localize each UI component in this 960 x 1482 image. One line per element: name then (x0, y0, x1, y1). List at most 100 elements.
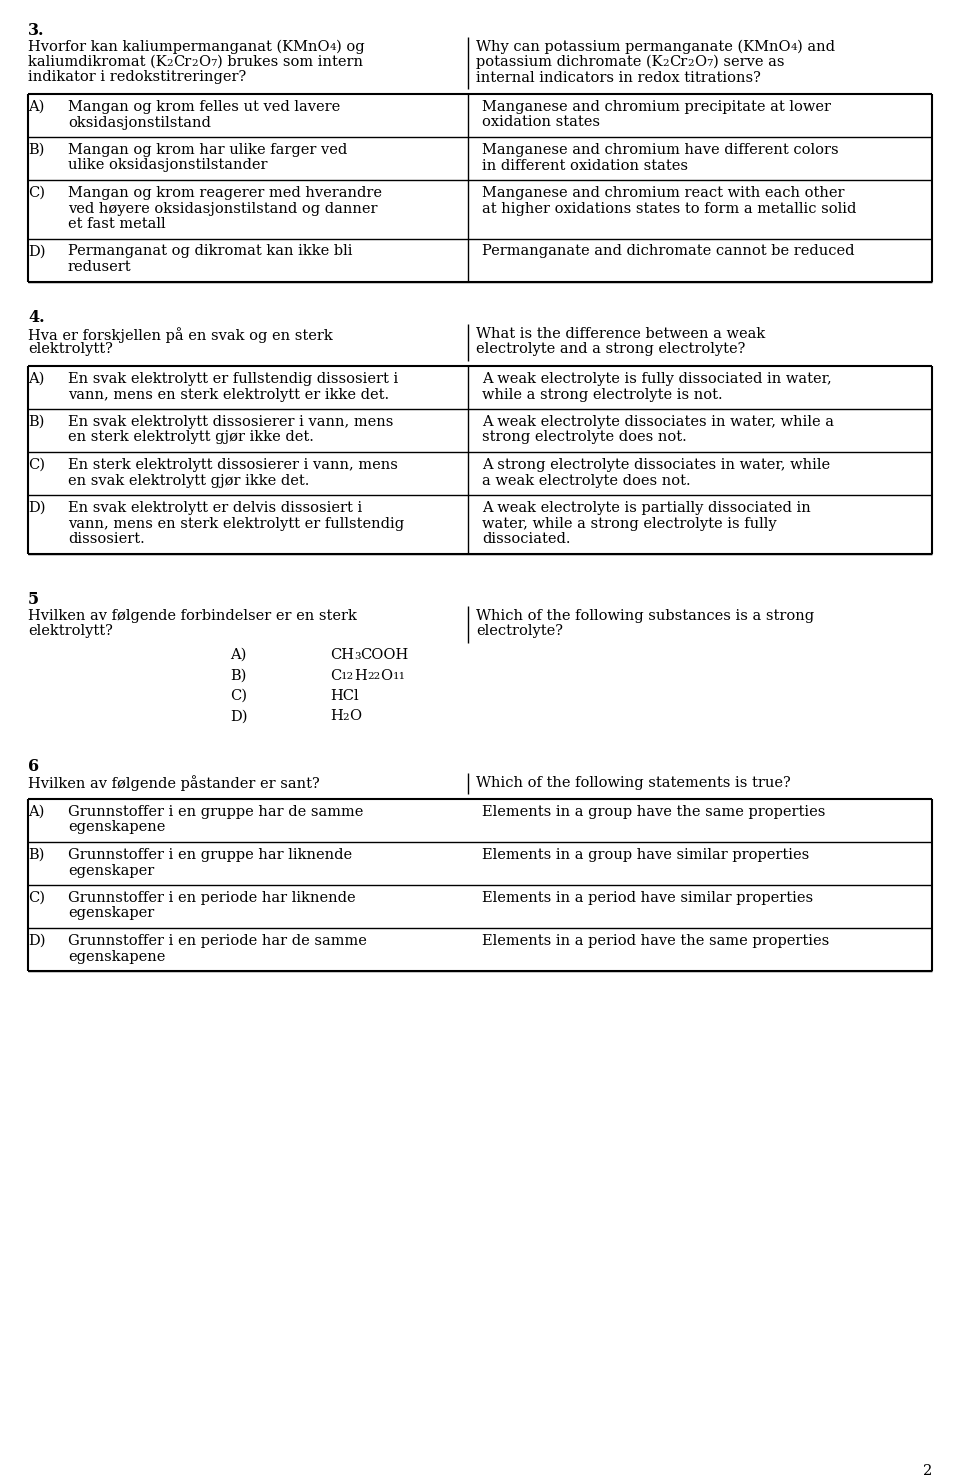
Text: Elements in a period have similar properties: Elements in a period have similar proper… (482, 891, 813, 906)
Text: 11: 11 (393, 673, 406, 682)
Text: Hvilken av følgende forbindelser er en sterk: Hvilken av følgende forbindelser er en s… (28, 609, 357, 622)
Text: while a strong electrolyte is not.: while a strong electrolyte is not. (482, 387, 723, 402)
Text: B): B) (28, 142, 44, 157)
Text: ved høyere oksidasjonstilstand og danner: ved høyere oksidasjonstilstand og danner (68, 202, 377, 215)
Text: at higher oxidations states to form a metallic solid: at higher oxidations states to form a me… (482, 202, 856, 215)
Text: ) serve as: ) serve as (712, 55, 784, 70)
Text: 7: 7 (210, 59, 217, 68)
Text: 4: 4 (791, 43, 797, 52)
Text: 5: 5 (28, 591, 39, 609)
Text: D): D) (28, 934, 45, 948)
Text: egenskaper: egenskaper (68, 907, 155, 920)
Text: B): B) (230, 668, 247, 683)
Text: D): D) (28, 245, 45, 258)
Text: Elements in a group have the same properties: Elements in a group have the same proper… (482, 805, 826, 820)
Text: egenskapene: egenskapene (68, 821, 165, 834)
Text: Grunnstoffer i en periode har liknende: Grunnstoffer i en periode har liknende (68, 891, 355, 906)
Text: 2: 2 (192, 59, 199, 68)
Text: C): C) (230, 689, 247, 702)
Text: A): A) (230, 648, 247, 662)
Text: A weak electrolyte dissociates in water, while a: A weak electrolyte dissociates in water,… (482, 415, 834, 428)
Text: Grunnstoffer i en gruppe har de samme: Grunnstoffer i en gruppe har de samme (68, 805, 364, 820)
Text: B): B) (28, 415, 44, 428)
Text: En svak elektrolytt dissosierer i vann, mens: En svak elektrolytt dissosierer i vann, … (68, 415, 394, 428)
Text: 12: 12 (341, 673, 354, 682)
Text: Grunnstoffer i en periode har de samme: Grunnstoffer i en periode har de samme (68, 934, 367, 948)
Text: Grunnstoffer i en gruppe har liknende: Grunnstoffer i en gruppe har liknende (68, 848, 352, 863)
Text: kaliumdikromat (K: kaliumdikromat (K (28, 55, 167, 70)
Text: A): A) (28, 99, 44, 114)
Text: Which of the following statements is true?: Which of the following statements is tru… (476, 775, 791, 790)
Text: 2: 2 (662, 59, 669, 68)
Text: electrolyte?: electrolyte? (476, 624, 563, 639)
Text: ulike oksidasjonstilstander: ulike oksidasjonstilstander (68, 159, 268, 172)
Text: Manganese and chromium react with each other: Manganese and chromium react with each o… (482, 187, 845, 200)
Text: B): B) (28, 848, 44, 863)
Text: En svak elektrolytt er delvis dissosiert i: En svak elektrolytt er delvis dissosiert… (68, 501, 362, 516)
Text: 22: 22 (368, 673, 380, 682)
Text: indikator i redokstitreringer?: indikator i redokstitreringer? (28, 71, 247, 84)
Text: a weak electrolyte does not.: a weak electrolyte does not. (482, 474, 690, 488)
Text: 2: 2 (923, 1464, 932, 1478)
Text: D): D) (230, 710, 248, 723)
Text: electrolyte and a strong electrolyte?: electrolyte and a strong electrolyte? (476, 342, 745, 357)
Text: Permanganat og dikromat kan ikke bli: Permanganat og dikromat kan ikke bli (68, 245, 352, 258)
Text: oksidasjonstilstand: oksidasjonstilstand (68, 116, 211, 129)
Text: Hva er forskjellen på en svak og en sterk: Hva er forskjellen på en svak og en ster… (28, 328, 333, 342)
Text: dissociated.: dissociated. (482, 532, 570, 545)
Text: HCl: HCl (330, 689, 359, 702)
Text: CH: CH (330, 648, 354, 662)
Text: A): A) (28, 372, 44, 385)
Text: redusert: redusert (68, 259, 132, 274)
Text: O: O (380, 668, 393, 683)
Text: D): D) (28, 501, 45, 516)
Text: vann, mens en sterk elektrolytt er ikke det.: vann, mens en sterk elektrolytt er ikke … (68, 387, 389, 402)
Text: elektrolytt?: elektrolytt? (28, 342, 113, 357)
Text: en sterk elektrolytt gjør ikke det.: en sterk elektrolytt gjør ikke det. (68, 430, 314, 445)
Text: 3.: 3. (28, 22, 44, 39)
Text: 2: 2 (343, 713, 349, 722)
Text: Mangan og krom felles ut ved lavere: Mangan og krom felles ut ved lavere (68, 99, 340, 114)
Text: 4.: 4. (28, 310, 44, 326)
Text: Hvilken av følgende påstander er sant?: Hvilken av følgende påstander er sant? (28, 775, 320, 791)
Text: egenskapene: egenskapene (68, 950, 165, 963)
Text: Permanganate and dichromate cannot be reduced: Permanganate and dichromate cannot be re… (482, 245, 854, 258)
Text: C): C) (28, 458, 45, 471)
Text: et fast metall: et fast metall (68, 216, 166, 231)
Text: en svak elektrolytt gjør ikke det.: en svak elektrolytt gjør ikke det. (68, 474, 309, 488)
Text: Cr: Cr (669, 55, 687, 70)
Text: potassium dichromate (K: potassium dichromate (K (476, 55, 662, 70)
Text: Manganese and chromium precipitate at lower: Manganese and chromium precipitate at lo… (482, 99, 831, 114)
Text: 7: 7 (707, 59, 712, 68)
Text: A strong electrolyte dissociates in water, while: A strong electrolyte dissociates in wate… (482, 458, 830, 471)
Text: What is the difference between a weak: What is the difference between a weak (476, 328, 765, 341)
Text: 3: 3 (354, 652, 361, 661)
Text: C): C) (28, 891, 45, 906)
Text: A): A) (28, 805, 44, 820)
Text: ) and: ) and (797, 40, 835, 53)
Text: oxidation states: oxidation states (482, 116, 600, 129)
Text: egenskaper: egenskaper (68, 864, 155, 877)
Text: C: C (330, 668, 341, 683)
Text: ) brukes som intern: ) brukes som intern (217, 55, 363, 70)
Text: vann, mens en sterk elektrolytt er fullstendig: vann, mens en sterk elektrolytt er fulls… (68, 517, 404, 531)
Text: internal indicators in redox titrations?: internal indicators in redox titrations? (476, 71, 761, 84)
Text: C): C) (28, 187, 45, 200)
Text: O: O (694, 55, 707, 70)
Text: O: O (349, 710, 362, 723)
Text: 2: 2 (167, 59, 174, 68)
Text: dissosiert.: dissosiert. (68, 532, 145, 545)
Text: Why can potassium permanganate (KMnO: Why can potassium permanganate (KMnO (476, 40, 791, 53)
Text: COOH: COOH (361, 648, 409, 662)
Text: 2: 2 (687, 59, 694, 68)
Text: Cr: Cr (174, 55, 192, 70)
Text: Which of the following substances is a strong: Which of the following substances is a s… (476, 609, 814, 622)
Text: Hvorfor kan kaliumpermanganat (KMnO: Hvorfor kan kaliumpermanganat (KMnO (28, 40, 329, 53)
Text: Mangan og krom reagerer med hverandre: Mangan og krom reagerer med hverandre (68, 187, 382, 200)
Text: Manganese and chromium have different colors: Manganese and chromium have different co… (482, 142, 839, 157)
Text: H: H (330, 710, 343, 723)
Text: 4: 4 (329, 43, 336, 52)
Text: En sterk elektrolytt dissosierer i vann, mens: En sterk elektrolytt dissosierer i vann,… (68, 458, 397, 471)
Text: En svak elektrolytt er fullstendig dissosiert i: En svak elektrolytt er fullstendig disso… (68, 372, 398, 385)
Text: Mangan og krom har ulike farger ved: Mangan og krom har ulike farger ved (68, 142, 348, 157)
